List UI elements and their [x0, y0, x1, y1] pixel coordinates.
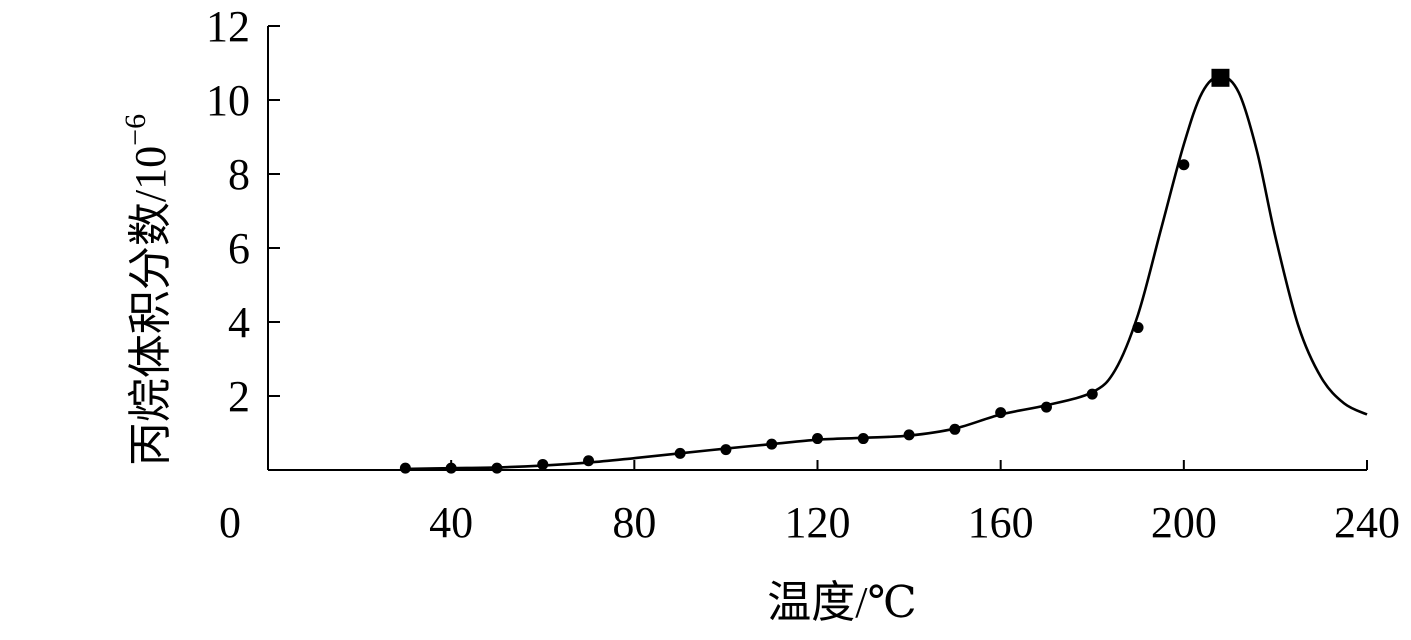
y-axis-exponent: −6 [119, 114, 152, 146]
y-tick-label: 2 [228, 372, 250, 421]
peak-marker [1211, 68, 1230, 87]
y-tick-label: 6 [228, 224, 250, 273]
data-point [583, 455, 595, 467]
data-point [674, 447, 686, 459]
y-tick-label: 4 [228, 298, 250, 347]
x-tick-label: 40 [429, 498, 473, 547]
x-tick-label: 200 [1151, 498, 1217, 547]
x-tick-label: 160 [968, 498, 1034, 547]
y-tick-label: 8 [228, 150, 250, 199]
data-point [903, 429, 915, 441]
data-point [1132, 322, 1144, 334]
data-point [1086, 388, 1098, 400]
data-point [445, 462, 457, 474]
fitted-curve [405, 74, 1368, 471]
data-point [720, 444, 732, 456]
ticks: 0 40 80 120 160 200 240 2 4 6 8 10 12 [206, 2, 1400, 547]
data-point [857, 433, 869, 445]
data-point [995, 407, 1007, 419]
data-point [1040, 401, 1052, 413]
data-point [1178, 159, 1190, 171]
data-point [537, 458, 549, 470]
x-tick-label: 120 [785, 498, 851, 547]
data-point [491, 462, 503, 474]
y-tick-label: 12 [206, 2, 250, 51]
data-point [399, 462, 411, 474]
svg-text:丙烷体积分数/10−6: 丙烷体积分数/10−6 [119, 114, 175, 466]
x-tick-label: 240 [1334, 498, 1400, 547]
x-tick-label: 80 [612, 498, 656, 547]
data-point [766, 438, 778, 450]
curve-layer [405, 74, 1368, 471]
x-axis-title: 温度/℃ [767, 578, 916, 627]
x-tick-label: 0 [219, 498, 241, 547]
y-axis-title-group: 丙烷体积分数/10−6 [119, 114, 175, 466]
data-point [812, 433, 823, 445]
y-axis-title: 丙烷体积分数/10 [126, 146, 175, 466]
y-tick-label: 10 [206, 76, 250, 125]
data-point [949, 423, 961, 435]
points-layer [399, 68, 1230, 474]
